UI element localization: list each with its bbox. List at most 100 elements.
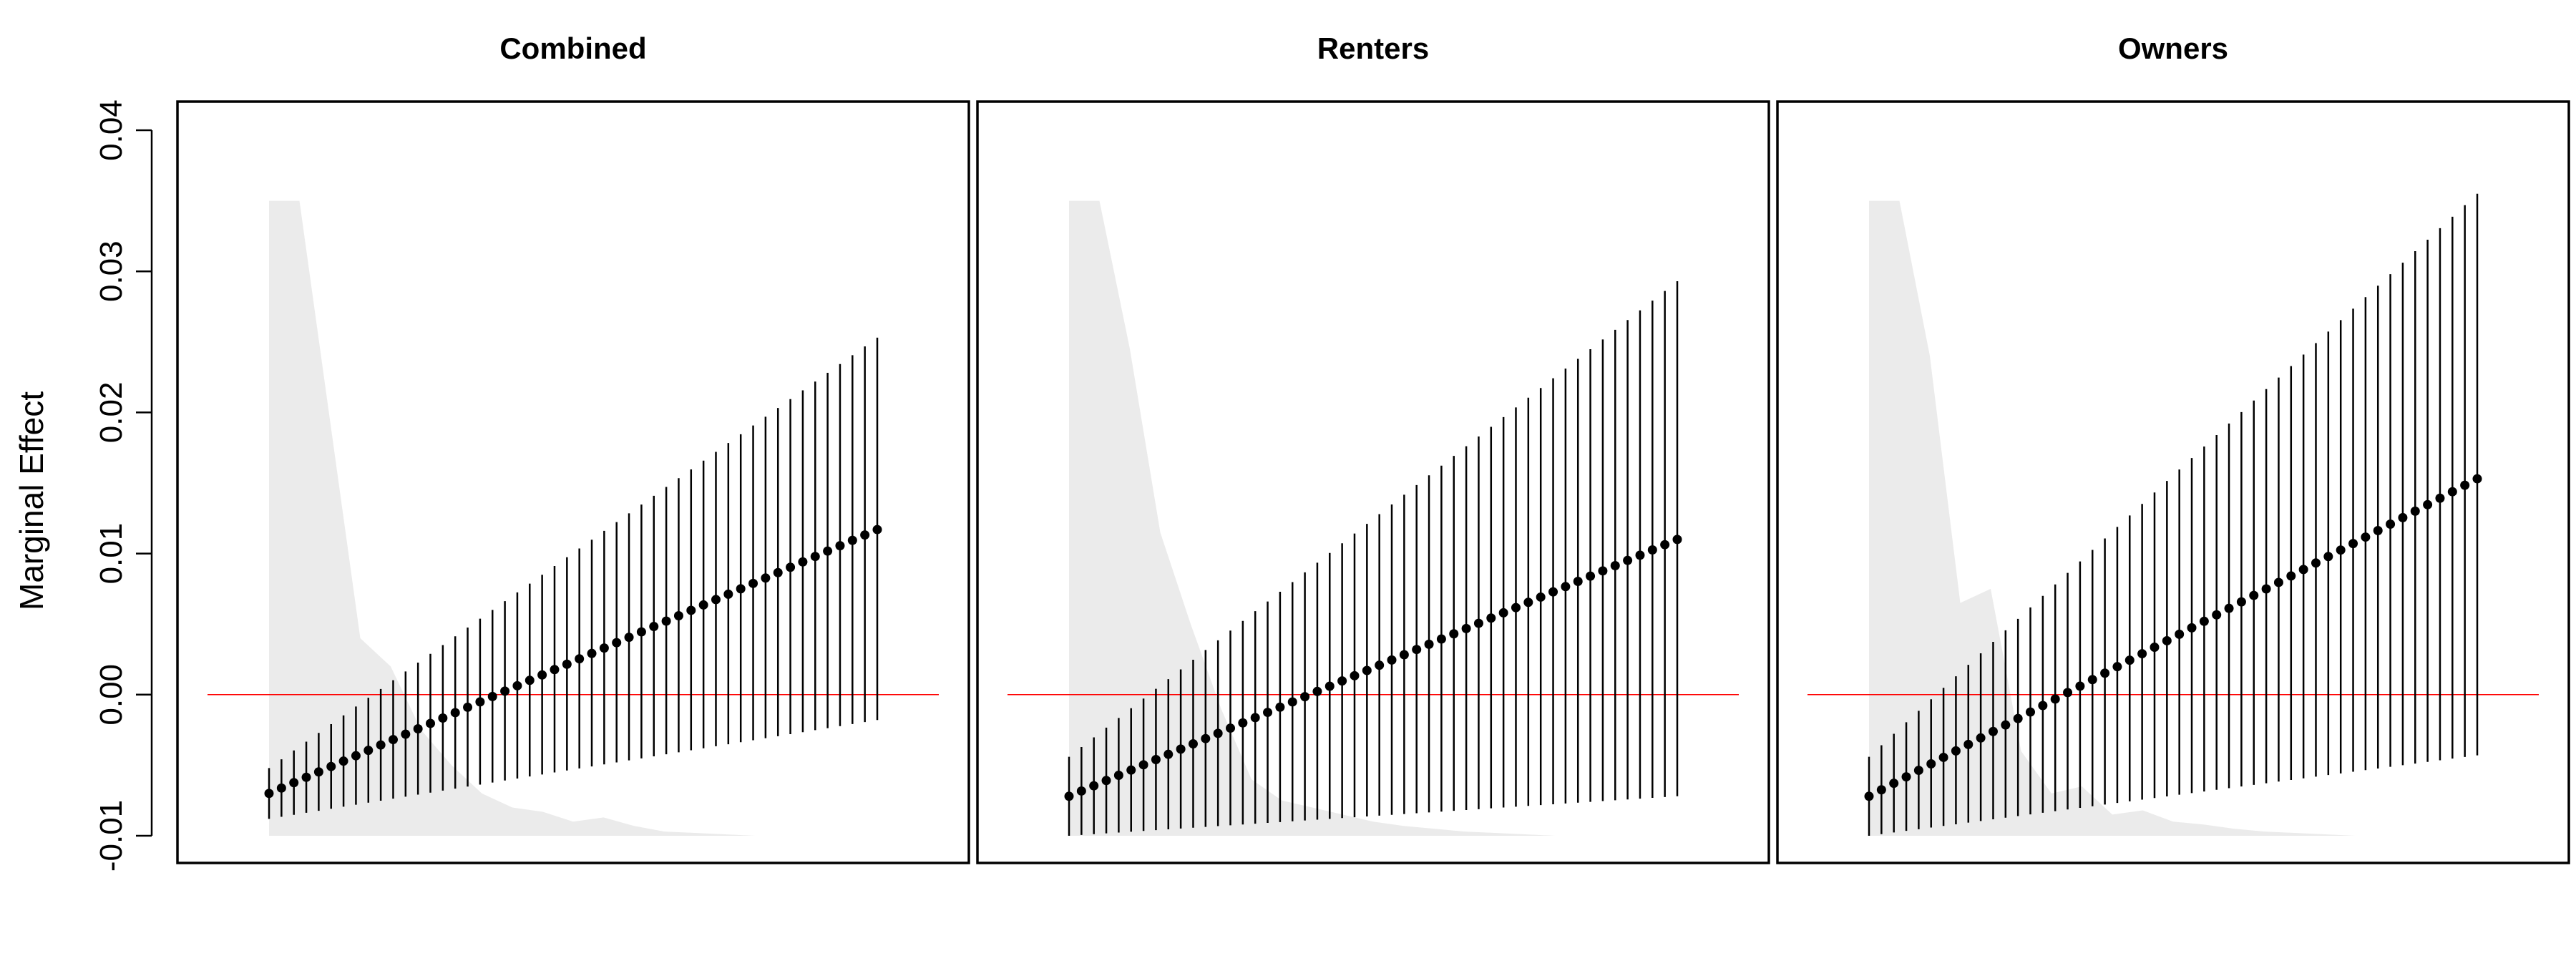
panels-layer: Combined Renters Owners xyxy=(176,31,2570,864)
estimate-point xyxy=(463,702,473,712)
estimate-point xyxy=(2112,662,2122,672)
estimate-point xyxy=(823,546,833,556)
estimate-point xyxy=(1064,791,1074,801)
y-tick-label: -0.01 xyxy=(94,800,129,872)
estimate-point xyxy=(1424,639,1434,649)
estimate-point xyxy=(1387,655,1397,665)
estimate-point xyxy=(1089,781,1099,791)
estimate-point xyxy=(1412,645,1422,655)
estimate-point xyxy=(2199,616,2209,626)
estimate-point xyxy=(2361,532,2371,542)
estimate-point xyxy=(1988,726,1998,736)
estimate-point xyxy=(2013,713,2023,723)
estimate-point xyxy=(2100,668,2110,678)
estimate-point xyxy=(1536,592,1546,602)
estimate-point xyxy=(1176,744,1186,754)
estimate-point xyxy=(1138,760,1148,770)
estimate-point xyxy=(2261,584,2271,594)
estimate-point xyxy=(1901,772,1911,782)
estimate-point xyxy=(2410,506,2420,516)
estimate-point xyxy=(2187,623,2197,633)
estimate-point xyxy=(661,616,671,626)
estimate-point xyxy=(1312,686,1322,696)
estimate-point xyxy=(2124,655,2135,665)
y-tick-label: 0.01 xyxy=(94,523,129,585)
estimate-point xyxy=(338,756,348,766)
estimate-point xyxy=(2175,629,2185,639)
estimate-point xyxy=(438,713,448,723)
estimate-point xyxy=(2050,694,2060,704)
estimate-point xyxy=(835,541,845,551)
estimate-point xyxy=(1263,708,1273,718)
estimate-point xyxy=(723,589,733,599)
estimate-point xyxy=(2150,643,2160,653)
y-tick-label: 0.04 xyxy=(94,99,129,161)
estimate-point xyxy=(2423,499,2433,509)
estimate-point xyxy=(810,552,820,562)
y-ticks: -0.01 0.00 0.01 0.02 0.03 0.04 xyxy=(94,99,152,872)
panel-title: Owners xyxy=(2118,31,2228,65)
estimate-point xyxy=(1889,779,1899,789)
estimate-point xyxy=(1113,770,1123,780)
estimate-point xyxy=(698,600,708,610)
estimate-point xyxy=(575,654,585,664)
estimate-point xyxy=(587,648,597,658)
density-area xyxy=(1869,200,2477,836)
estimate-point xyxy=(872,525,882,535)
estimate-point xyxy=(2075,681,2085,691)
panel-combined: Combined xyxy=(176,31,970,864)
estimate-point xyxy=(487,691,497,701)
estimate-point xyxy=(525,675,535,686)
estimate-point xyxy=(1647,545,1657,555)
estimate-point xyxy=(1610,561,1620,571)
y-axis: -0.01 0.00 0.01 0.02 0.03 0.04 xyxy=(94,99,153,872)
estimate-point xyxy=(1951,746,1961,756)
estimate-point xyxy=(326,761,336,771)
estimate-point xyxy=(786,562,796,572)
estimate-point xyxy=(686,605,696,615)
estimate-point xyxy=(1486,613,1496,623)
estimate-point xyxy=(2212,610,2222,620)
estimate-point xyxy=(1876,785,1886,795)
estimate-point xyxy=(2087,675,2097,685)
panel-owners: Owners xyxy=(1776,31,2570,864)
estimate-point xyxy=(2286,571,2296,581)
estimate-point xyxy=(2038,701,2048,711)
estimate-point xyxy=(2249,590,2259,600)
density-area xyxy=(269,200,877,836)
estimate-point xyxy=(401,729,411,739)
estimate-point xyxy=(426,718,436,728)
estimate-point xyxy=(2435,493,2445,503)
panel-title: Combined xyxy=(499,31,646,65)
panel-frame xyxy=(976,100,1770,864)
estimate-point xyxy=(1300,692,1310,702)
estimate-point xyxy=(1163,749,1174,759)
estimate-point xyxy=(301,772,311,782)
estimate-point xyxy=(1101,776,1111,786)
estimate-point xyxy=(2386,519,2396,529)
estimate-point xyxy=(1523,597,1533,608)
estimate-point xyxy=(2348,539,2358,549)
estimate-point xyxy=(1561,582,1571,592)
estimate-point xyxy=(798,557,808,567)
panel-frame xyxy=(1776,100,2570,864)
y-axis-label: Marginal Effect xyxy=(13,391,50,610)
estimate-point xyxy=(860,530,870,540)
estimate-point xyxy=(2447,487,2457,497)
estimate-point xyxy=(264,789,274,799)
estimate-point xyxy=(1126,765,1136,775)
estimate-point xyxy=(2323,552,2333,562)
estimate-point xyxy=(1598,566,1608,576)
estimate-point xyxy=(1548,587,1558,597)
estimate-point xyxy=(1635,550,1645,560)
estimate-point xyxy=(1511,602,1521,613)
estimate-point xyxy=(500,686,510,696)
estimate-point xyxy=(2137,649,2147,659)
estimate-point xyxy=(1275,702,1285,712)
estimate-point xyxy=(1461,623,1471,633)
estimate-point xyxy=(1938,752,1948,762)
estimate-point xyxy=(599,643,609,653)
estimate-point xyxy=(1250,713,1260,723)
panel-renters: Renters xyxy=(976,31,1770,864)
